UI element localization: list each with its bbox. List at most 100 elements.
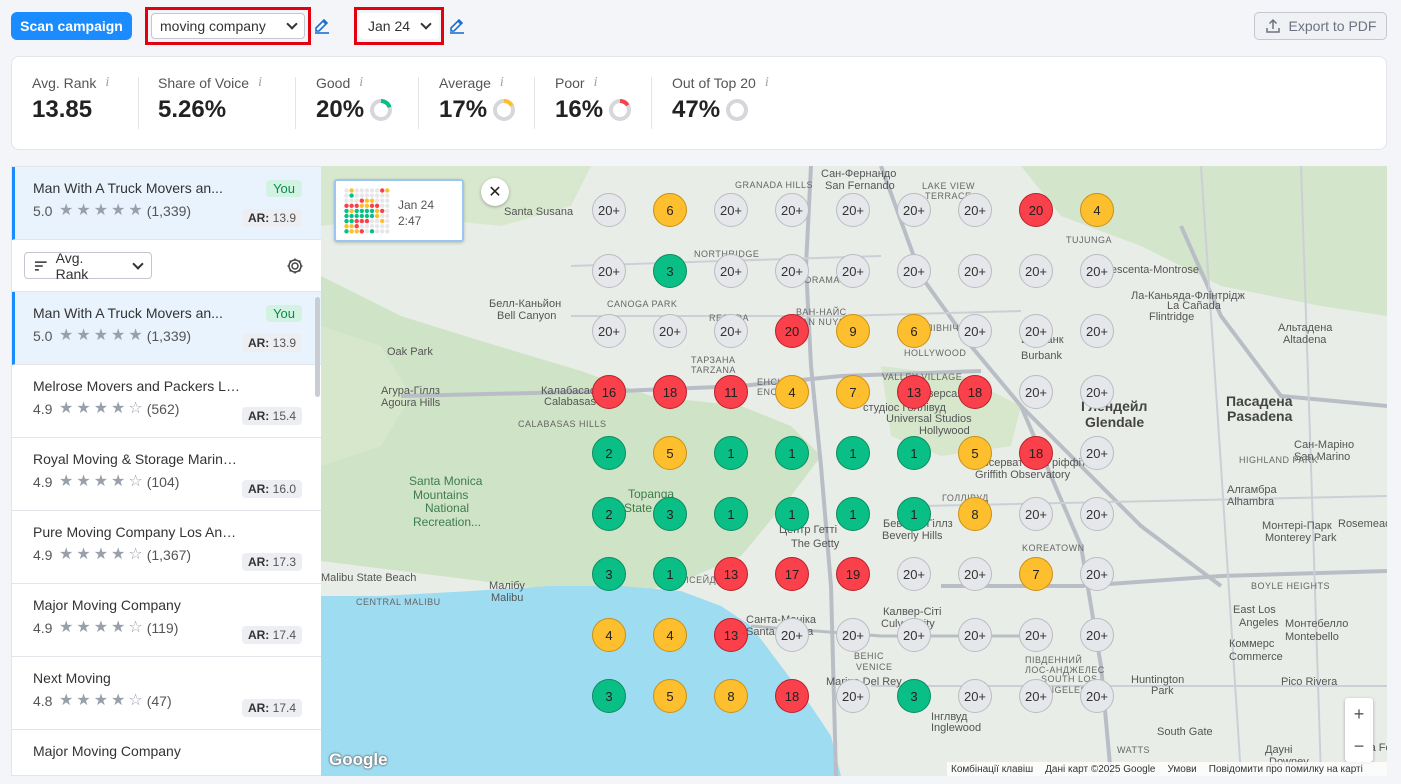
rank-pin[interactable]: 20+ <box>897 557 931 591</box>
rank-pin[interactable]: 20 <box>1019 193 1053 227</box>
rank-pin[interactable]: 16 <box>592 375 626 409</box>
scan-campaign-button[interactable]: Scan campaign <box>11 12 132 40</box>
info-icon[interactable]: i <box>258 75 262 90</box>
rank-pin[interactable]: 1 <box>775 436 809 470</box>
keyword-select[interactable]: moving company <box>151 13 305 39</box>
pinned-business[interactable]: Man With A Truck Movers an... You 5.0 ★ ★… <box>12 167 321 240</box>
rank-pin[interactable]: 20+ <box>1019 314 1053 348</box>
rank-pin[interactable]: 1 <box>897 436 931 470</box>
rank-pin[interactable]: 20+ <box>836 618 870 652</box>
list-item[interactable]: Melrose Movers and Packers Los A... 4.9 ★ ★… <box>12 365 321 438</box>
rank-pin[interactable]: 3 <box>897 679 931 713</box>
list-item[interactable]: Royal Moving & Storage Marina Del ... 4.9… <box>12 438 321 511</box>
info-icon[interactable]: i <box>105 75 110 90</box>
rank-pin[interactable]: 8 <box>958 497 992 531</box>
rank-pin[interactable]: 4 <box>653 618 687 652</box>
rank-pin[interactable]: 20+ <box>1080 679 1114 713</box>
rank-pin[interactable]: 1 <box>714 497 748 531</box>
rank-pin[interactable]: 3 <box>592 557 626 591</box>
zoom-in-button[interactable]: + <box>1353 703 1365 724</box>
rank-pin[interactable]: 1 <box>836 436 870 470</box>
rank-pin[interactable]: 20+ <box>1019 497 1053 531</box>
info-icon[interactable]: i <box>359 75 364 90</box>
rank-pin[interactable]: 19 <box>836 557 870 591</box>
rank-pin[interactable]: 20+ <box>592 314 626 348</box>
rank-pin[interactable]: 18 <box>775 679 809 713</box>
rank-pin[interactable]: 20+ <box>1019 375 1053 409</box>
rank-pin[interactable]: 20+ <box>775 193 809 227</box>
rank-pin[interactable]: 2 <box>592 497 626 531</box>
rank-pin[interactable]: 20+ <box>653 314 687 348</box>
rank-pin[interactable]: 11 <box>714 375 748 409</box>
list-item[interactable]: Major Moving Company <box>12 730 321 775</box>
rank-pin[interactable]: 20+ <box>1019 618 1053 652</box>
rank-pin[interactable]: 20+ <box>592 193 626 227</box>
rank-pin[interactable]: 20+ <box>714 254 748 288</box>
list-item[interactable]: Major Moving Company 4.9 ★ ★ ★ ★ ☆ (119) AR: 17.… <box>12 584 321 657</box>
rank-pin[interactable]: 20+ <box>1080 254 1114 288</box>
rank-pin[interactable]: 5 <box>958 436 992 470</box>
rank-pin[interactable]: 13 <box>897 375 931 409</box>
rank-pin[interactable]: 20+ <box>1019 679 1053 713</box>
rank-pin[interactable]: 13 <box>714 618 748 652</box>
rank-pin[interactable]: 2 <box>592 436 626 470</box>
rank-pin[interactable]: 20+ <box>1080 375 1114 409</box>
rank-pin[interactable]: 20+ <box>958 254 992 288</box>
rank-pin[interactable]: 1 <box>836 497 870 531</box>
rank-pin[interactable]: 4 <box>592 618 626 652</box>
info-icon[interactable]: i <box>593 75 598 90</box>
rank-pin[interactable]: 17 <box>775 557 809 591</box>
rank-pin[interactable]: 4 <box>1080 193 1114 227</box>
sort-select[interactable]: Avg. Rank <box>24 250 152 282</box>
rank-pin[interactable]: 13 <box>714 557 748 591</box>
edit-keyword-icon[interactable] <box>313 17 331 35</box>
rank-pin[interactable]: 8 <box>714 679 748 713</box>
info-icon[interactable]: i <box>764 75 769 90</box>
rank-pin[interactable]: 20+ <box>775 618 809 652</box>
rank-pin[interactable]: 6 <box>653 193 687 227</box>
rank-pin[interactable]: 20+ <box>1080 557 1114 591</box>
rank-pin[interactable]: 3 <box>653 254 687 288</box>
rank-pin[interactable]: 20+ <box>958 557 992 591</box>
rank-pin[interactable]: 20+ <box>836 679 870 713</box>
rank-pin[interactable]: 20+ <box>1019 254 1053 288</box>
rank-pin[interactable]: 9 <box>836 314 870 348</box>
rank-pin[interactable]: 20+ <box>836 193 870 227</box>
rank-pin[interactable]: 20+ <box>592 254 626 288</box>
rank-pin[interactable]: 5 <box>653 436 687 470</box>
rank-pin[interactable]: 20+ <box>1080 497 1114 531</box>
rank-map[interactable]: Сан-Фернандо San Fernando GRANADA HILLS LAK… <box>321 166 1387 776</box>
rank-pin[interactable]: 20+ <box>1080 618 1114 652</box>
rank-pin[interactable]: 20+ <box>836 254 870 288</box>
rank-pin[interactable]: 20 <box>775 314 809 348</box>
zoom-out-button[interactable]: − <box>1353 735 1365 756</box>
rank-pin[interactable]: 7 <box>1019 557 1053 591</box>
rank-pin[interactable]: 1 <box>897 497 931 531</box>
close-icon[interactable]: ✕ <box>481 178 509 206</box>
rank-pin[interactable]: 1 <box>653 557 687 591</box>
rank-pin[interactable]: 3 <box>653 497 687 531</box>
rank-pin[interactable]: 20+ <box>1080 436 1114 470</box>
rank-pin[interactable]: 20+ <box>775 254 809 288</box>
rank-pin[interactable]: 20+ <box>1080 314 1114 348</box>
rank-pin[interactable]: 20+ <box>958 618 992 652</box>
scrollbar[interactable] <box>315 297 320 397</box>
rank-pin[interactable]: 18 <box>1019 436 1053 470</box>
list-item[interactable]: Man With A Truck Movers an... You 5.0 ★ ★ ★ ★ ★… <box>12 292 321 365</box>
export-pdf-button[interactable]: Export to PDF <box>1254 12 1387 40</box>
list-item[interactable]: Next Moving 4.8 ★ ★ ★ ★ ☆ (47) AR: 17.4 <box>12 657 321 730</box>
rank-pin[interactable]: 1 <box>714 436 748 470</box>
keyboard-shortcuts-link[interactable]: Комбінації клавіш <box>951 763 1034 775</box>
rank-pin[interactable]: 5 <box>653 679 687 713</box>
rank-pin[interactable]: 7 <box>836 375 870 409</box>
rank-pin[interactable]: 20+ <box>714 193 748 227</box>
rank-pin[interactable]: 18 <box>958 375 992 409</box>
date-select[interactable]: Jan 24 <box>359 13 439 39</box>
rank-pin[interactable]: 3 <box>592 679 626 713</box>
rank-pin[interactable]: 20+ <box>897 618 931 652</box>
rank-pin[interactable]: 18 <box>653 375 687 409</box>
gear-icon[interactable] <box>286 257 304 275</box>
rank-pin[interactable]: 20+ <box>897 254 931 288</box>
terms-link[interactable]: Умови <box>1167 763 1197 775</box>
rank-pin[interactable]: 4 <box>775 375 809 409</box>
